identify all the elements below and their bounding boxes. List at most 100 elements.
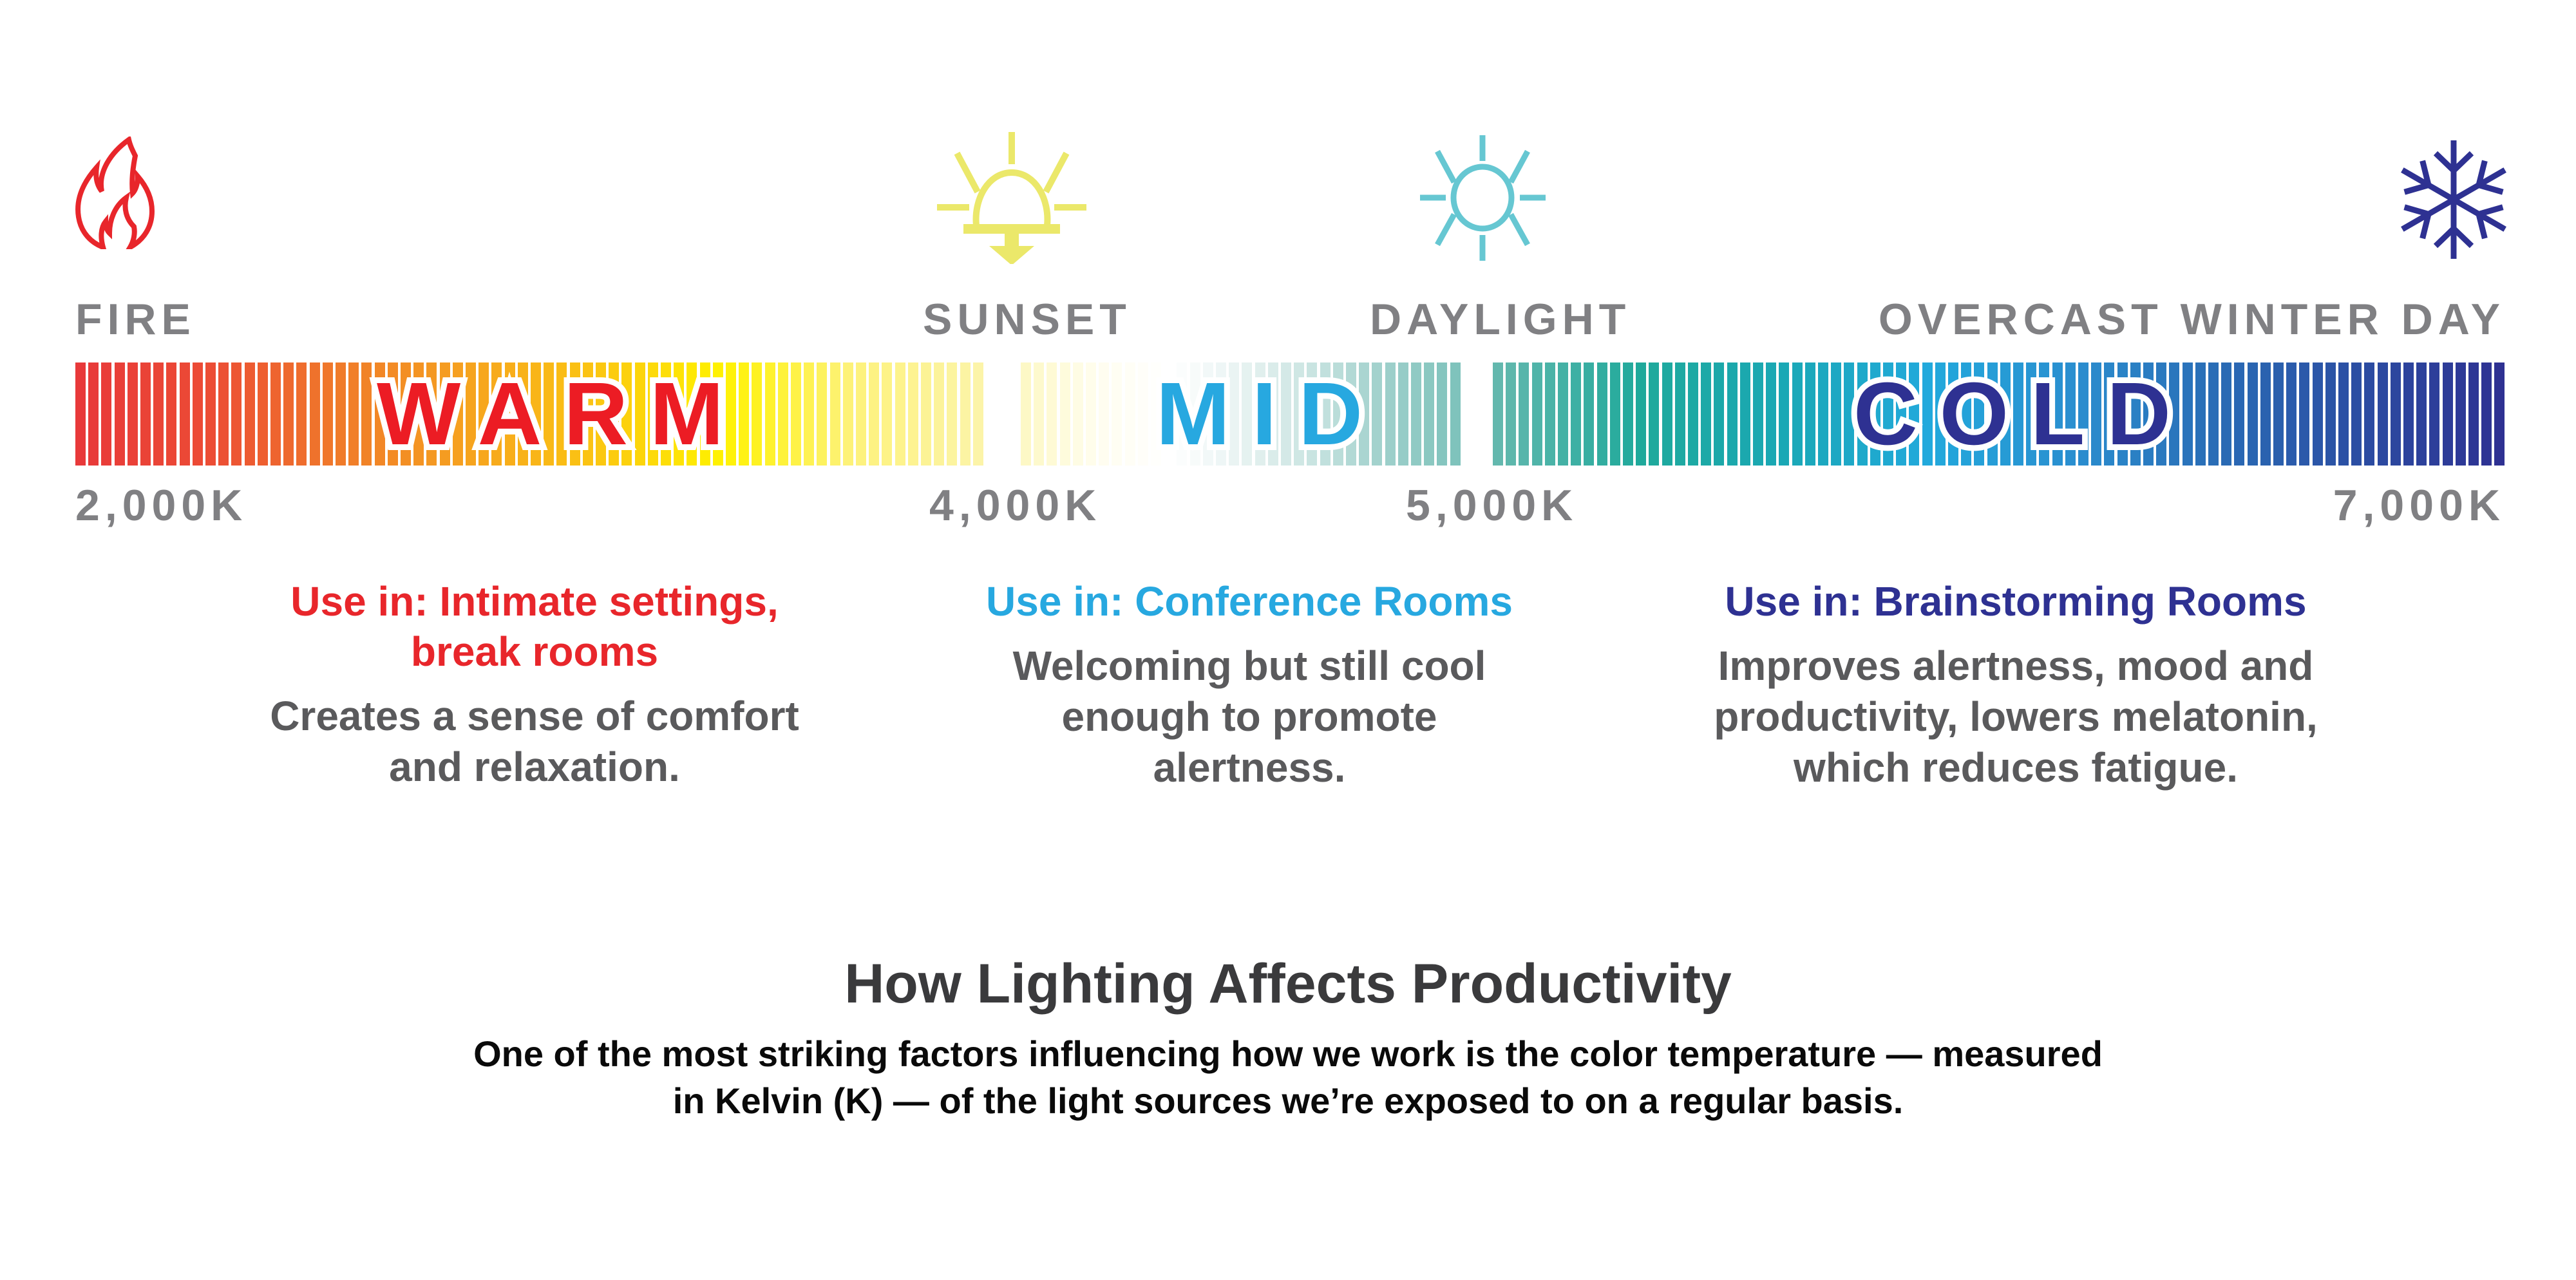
bar-stripe bbox=[1688, 362, 1698, 466]
bar-stripe bbox=[1596, 362, 1607, 466]
bar-stripe bbox=[791, 362, 801, 466]
use-case-warm: Use in: Intimate settings, break rooms C… bbox=[213, 576, 857, 793]
bar-stripe bbox=[934, 362, 945, 466]
bar-stripe bbox=[1974, 362, 1985, 466]
bar-stripe bbox=[1831, 362, 1842, 466]
bar-stripe bbox=[1242, 362, 1253, 466]
bar-stripe bbox=[2273, 362, 2284, 466]
bar-stripe bbox=[895, 362, 905, 466]
bar-stripe bbox=[127, 362, 138, 466]
bar-stripe bbox=[1346, 362, 1356, 466]
bar-stripe bbox=[1137, 362, 1148, 466]
bar-stripe bbox=[2143, 362, 2154, 466]
bar-stripe bbox=[960, 362, 971, 466]
use-title-line: Use in: Brainstorming Rooms bbox=[1725, 578, 2307, 625]
page-title: How Lighting Affects Productivity bbox=[844, 953, 1732, 1015]
bar-stripe bbox=[2000, 362, 2011, 466]
bar-segment-warm bbox=[75, 362, 996, 466]
bar-stripe bbox=[2299, 362, 2310, 466]
bar-stripe bbox=[1987, 362, 1998, 466]
bar-stripe bbox=[1216, 362, 1226, 466]
bar-stripe bbox=[2065, 362, 2076, 466]
bar-stripe bbox=[2130, 362, 2141, 466]
use-title: Use in: Conference Rooms bbox=[927, 576, 1571, 626]
bar-stripe bbox=[88, 362, 99, 466]
bar-stripe bbox=[2390, 362, 2401, 466]
bar-stripe bbox=[1034, 362, 1045, 466]
bar-stripe bbox=[153, 362, 164, 466]
bar-stripe bbox=[1229, 362, 1240, 466]
use-title: Use in: Brainstorming Rooms bbox=[1629, 576, 2402, 626]
use-description: Welcoming but still cool enough to promo… bbox=[927, 641, 1571, 793]
bar-stripe bbox=[1021, 362, 1031, 466]
bar-stripe bbox=[1307, 362, 1318, 466]
bar-stripe bbox=[322, 362, 333, 466]
bar-stripe bbox=[2117, 362, 2128, 466]
bar-stripe bbox=[1636, 362, 1647, 466]
bar-stripe bbox=[244, 362, 255, 466]
bar-stripe bbox=[856, 362, 866, 466]
bar-stripe bbox=[2403, 362, 2414, 466]
bar-stripe bbox=[2481, 362, 2492, 466]
bar-stripe bbox=[1332, 362, 1343, 466]
use-desc-line: alertness. bbox=[1153, 744, 1346, 791]
bar-stripe bbox=[1584, 362, 1595, 466]
bar-stripe bbox=[1267, 362, 1278, 466]
bar-stripe bbox=[1424, 362, 1435, 466]
bar-stripe bbox=[869, 362, 880, 466]
bar-stripe bbox=[1544, 362, 1555, 466]
bar-stripe bbox=[2377, 362, 2388, 466]
zone-label-warm: WARM bbox=[371, 364, 746, 464]
zone-label-mid: MID bbox=[1150, 364, 1385, 464]
bar-stripe bbox=[1558, 362, 1568, 466]
bar-stripe bbox=[2455, 362, 2466, 466]
intro-paragraph: One of the most striking factors influen… bbox=[0, 1030, 2576, 1124]
bar-stripe bbox=[491, 362, 502, 466]
kelvin-7000: 7,000K bbox=[2333, 481, 2505, 530]
bar-stripe bbox=[2104, 362, 2115, 466]
bar-stripe bbox=[1359, 362, 1370, 466]
bar-stripe bbox=[804, 362, 815, 466]
bar-stripe bbox=[517, 362, 528, 466]
bar-stripe bbox=[205, 362, 216, 466]
bar-stripe bbox=[674, 362, 685, 466]
bar-stripe bbox=[401, 362, 411, 466]
bar-stripe bbox=[531, 362, 541, 466]
use-title-line: Use in: Intimate settings, bbox=[290, 578, 779, 625]
use-title-line: break rooms bbox=[410, 628, 659, 675]
bar-stripe bbox=[1662, 362, 1672, 466]
use-case-cold: Use in: Brainstorming Rooms Improves ale… bbox=[1629, 576, 2402, 793]
bar-stripe bbox=[2325, 362, 2336, 466]
bar-stripe bbox=[1870, 362, 1880, 466]
use-case-mid: Use in: Conference Rooms Welcoming but s… bbox=[927, 576, 1571, 793]
bar-stripe bbox=[582, 362, 593, 466]
bar-stripe bbox=[75, 362, 86, 466]
kelvin-2000: 2,000K bbox=[75, 481, 248, 530]
bar-stripe bbox=[361, 362, 372, 466]
bar-stripe bbox=[1124, 362, 1135, 466]
fire-icon bbox=[72, 136, 156, 249]
kelvin-5000: 5,000K bbox=[1406, 481, 1578, 530]
bar-stripe bbox=[2169, 362, 2180, 466]
bar-stripe bbox=[634, 362, 645, 466]
bar-stripe bbox=[661, 362, 671, 466]
bar-stripe bbox=[829, 362, 840, 466]
bar-stripe bbox=[231, 362, 242, 466]
bar-stripe bbox=[2091, 362, 2102, 466]
bar-stripe bbox=[1649, 362, 1660, 466]
use-description: Creates a sense of comfort and relaxatio… bbox=[213, 691, 857, 793]
bar-stripe bbox=[2234, 362, 2245, 466]
bar-stripe bbox=[478, 362, 489, 466]
bar-stripe bbox=[777, 362, 788, 466]
bar-stripe bbox=[1202, 362, 1213, 466]
bar-stripe bbox=[452, 362, 463, 466]
use-desc-line: enough to promote bbox=[1061, 693, 1437, 740]
bar-stripe bbox=[2338, 362, 2349, 466]
bar-stripe bbox=[907, 362, 918, 466]
label-daylight: DAYLIGHT bbox=[1370, 295, 1631, 344]
sun-icon bbox=[1417, 132, 1549, 264]
bar-stripe bbox=[1857, 362, 1868, 466]
bar-stripe bbox=[387, 362, 398, 466]
bar-stripe bbox=[348, 362, 359, 466]
bar-stripe bbox=[1397, 362, 1408, 466]
